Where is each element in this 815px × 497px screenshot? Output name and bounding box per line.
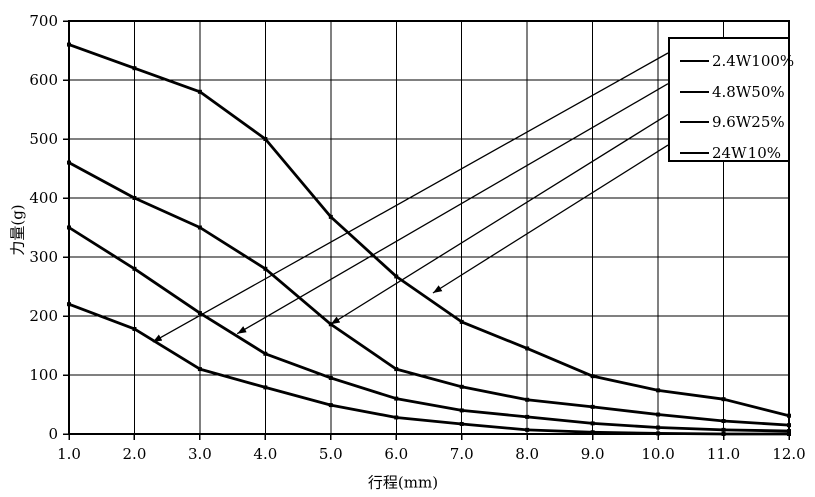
x-axis-title: 行程(mm) xyxy=(367,473,439,492)
data-point-marker xyxy=(656,425,661,430)
data-point-marker xyxy=(525,414,530,419)
data-point-marker xyxy=(197,311,202,316)
data-point-marker xyxy=(787,429,791,434)
x-tick-label: 1.0 xyxy=(57,445,81,463)
data-point-marker xyxy=(263,385,268,390)
data-point-marker xyxy=(787,413,791,418)
y-tick-label: 600 xyxy=(29,71,58,89)
legend-arrow-4.8W xyxy=(236,83,669,335)
data-curves xyxy=(67,42,791,436)
legend-line-sample xyxy=(680,121,709,124)
data-point-marker xyxy=(328,214,333,219)
data-point-marker xyxy=(525,427,530,432)
data-point-marker xyxy=(721,397,726,402)
data-point-marker xyxy=(787,432,791,436)
legend-entry-percent: 25% xyxy=(751,113,785,132)
x-tick-label: 5.0 xyxy=(319,445,343,463)
data-point-marker xyxy=(132,196,137,200)
curve-9.6W xyxy=(67,161,791,427)
y-tick-label: 500 xyxy=(29,130,58,148)
data-point-marker xyxy=(459,384,464,389)
legend-line-sample xyxy=(680,90,709,93)
data-point-marker xyxy=(132,326,137,331)
data-point-marker xyxy=(394,396,399,401)
data-point-marker xyxy=(656,431,661,436)
axis-tick-labels: 1.0 2.0 3.0 4.0 5.0 6.0 7.0 8.0 9.0 10.0 11.0 12.0 0… xyxy=(29,12,805,463)
data-point-marker xyxy=(394,415,399,420)
data-point-marker xyxy=(394,274,399,279)
y-tick-label: 100 xyxy=(29,366,58,384)
data-point-marker xyxy=(328,375,333,380)
legend-arrow-9.6W xyxy=(330,113,669,325)
legend-entry-4.8W: 4.8W 50% xyxy=(670,77,788,108)
legend-entry-percent: 50% xyxy=(751,82,785,101)
data-point-marker xyxy=(263,266,268,271)
data-point-marker xyxy=(721,427,726,432)
x-tick-label: 11.0 xyxy=(707,445,740,463)
legend-line-sample xyxy=(680,151,709,154)
data-point-marker xyxy=(459,421,464,426)
data-point-marker xyxy=(459,408,464,413)
legend-entry-24W: 24W 10% xyxy=(670,138,788,169)
legend-arrow-24W xyxy=(432,144,669,294)
y-tick-label: 400 xyxy=(29,189,58,207)
y-tick-label: 200 xyxy=(29,307,58,325)
data-point-marker xyxy=(525,346,530,351)
x-tick-label: 6.0 xyxy=(384,445,408,463)
data-point-marker xyxy=(67,225,71,230)
data-point-marker xyxy=(656,412,661,417)
legend-line-sample xyxy=(680,60,709,63)
data-point-marker xyxy=(132,266,137,271)
y-tick-label: 0 xyxy=(48,425,58,443)
legend-entry-percent: 100% xyxy=(751,52,795,71)
data-point-marker xyxy=(67,42,71,47)
data-point-marker xyxy=(328,403,333,408)
x-tick-label: 3.0 xyxy=(188,445,212,463)
curve-2.4W xyxy=(67,302,791,436)
curve-4.8W xyxy=(67,226,791,433)
data-point-marker xyxy=(525,397,530,402)
data-point-marker xyxy=(590,404,595,409)
y-tick-label: 300 xyxy=(29,248,58,266)
data-point-marker xyxy=(394,367,399,372)
x-tick-label: 4.0 xyxy=(253,445,277,463)
data-point-marker xyxy=(132,66,137,71)
x-tick-label: 10.0 xyxy=(641,445,674,463)
data-point-marker xyxy=(263,351,268,356)
legend-entry-label: 4.8W xyxy=(712,82,752,101)
data-point-marker xyxy=(787,423,791,428)
data-point-marker xyxy=(459,319,464,324)
x-tick-label: 8.0 xyxy=(515,445,539,463)
legend-entry-label: 2.4W xyxy=(712,52,752,71)
y-axis-title: 力量(g) xyxy=(8,204,27,256)
data-point-marker xyxy=(590,421,595,426)
x-tick-label: 12.0 xyxy=(772,445,805,463)
data-point-marker xyxy=(197,225,202,230)
legend-entry-9.6W: 9.6W 25% xyxy=(670,107,788,138)
data-point-marker xyxy=(67,160,71,165)
x-tick-label: 2.0 xyxy=(123,445,147,463)
legend: 2.4W 100% 4.8W 50% 9.6W 25% 24W 10% xyxy=(668,37,794,162)
x-tick-label: 9.0 xyxy=(581,445,605,463)
y-tick-label: 700 xyxy=(29,12,58,30)
data-point-marker xyxy=(197,89,202,94)
curve-24W xyxy=(67,43,791,418)
legend-arrows xyxy=(152,52,669,343)
legend-entry-label: 9.6W xyxy=(712,113,752,132)
x-tick-label: 7.0 xyxy=(450,445,474,463)
data-point-marker xyxy=(656,388,661,393)
data-point-marker xyxy=(721,419,726,424)
legend-entry-2.4W: 2.4W 100% xyxy=(670,46,794,77)
data-point-marker xyxy=(67,302,71,307)
legend-entry-percent: 10% xyxy=(747,143,781,162)
data-point-marker xyxy=(590,374,595,379)
data-point-marker xyxy=(721,432,726,436)
data-point-marker xyxy=(197,367,202,372)
legend-arrow-2.4W xyxy=(152,52,669,343)
data-point-marker xyxy=(590,430,595,435)
legend-entry-label: 24W xyxy=(712,143,747,162)
data-point-marker xyxy=(263,137,268,141)
